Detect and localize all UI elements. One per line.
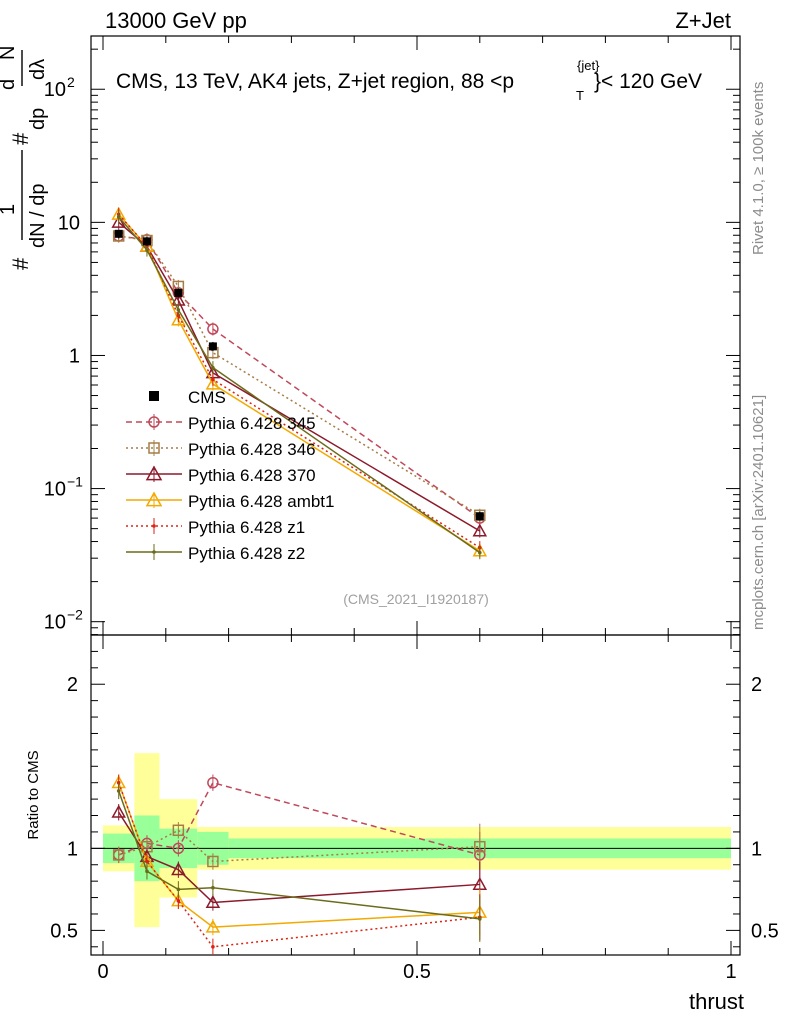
series-point bbox=[111, 214, 126, 228]
y-tick-label-exp: −1 bbox=[67, 474, 83, 490]
data-point bbox=[208, 342, 217, 351]
svg-text:dλ: dλ bbox=[27, 59, 49, 80]
legend-marker bbox=[152, 524, 156, 528]
y-tick-label-ratio-right: 1 bbox=[751, 838, 762, 860]
legend-marker bbox=[152, 550, 156, 554]
ratio-point bbox=[112, 849, 125, 861]
y-tick-label-ratio: 2 bbox=[67, 674, 78, 696]
series-point bbox=[116, 215, 121, 219]
legend-label: Pythia 6.428 z2 bbox=[188, 544, 305, 563]
x-axis-label: thrust bbox=[689, 989, 744, 1014]
ratio-uncertainty-bands bbox=[91, 753, 740, 928]
legend-marker bbox=[145, 491, 163, 507]
data-point bbox=[114, 229, 123, 238]
series-point bbox=[211, 365, 215, 370]
main-y-axis-label: # dN / dp 1 # dp d dλ N bbox=[0, 46, 49, 270]
ratio-point bbox=[478, 917, 482, 921]
y-tick-label-main: 10 bbox=[44, 612, 66, 634]
ratio-point bbox=[472, 876, 488, 890]
ratio-point bbox=[211, 885, 215, 890]
legend: CMS Pythia 6.428 345 Pythia 6.428 346 Pythi… bbox=[126, 388, 334, 563]
ratio-point bbox=[172, 824, 185, 837]
legend-label: Pythia 6.428 346 bbox=[188, 440, 316, 459]
ratio-point bbox=[172, 842, 185, 855]
legend-label: Pythia 6.428 370 bbox=[188, 466, 316, 485]
ratio-point bbox=[211, 944, 215, 949]
ratio-point bbox=[176, 887, 181, 892]
y-tick-label-main: 1 bbox=[69, 345, 80, 367]
header-right-title: Z+Jet bbox=[675, 8, 731, 33]
legend-label: Pythia 6.428 345 bbox=[188, 414, 316, 433]
analysis-id: (CMS_2021_I1920187) bbox=[343, 591, 489, 607]
ratio-y-axis-label: Ratio to CMS bbox=[25, 750, 42, 839]
y-tick-label-ratio: 0.5 bbox=[50, 920, 78, 942]
series-point bbox=[211, 377, 215, 382]
series-point bbox=[176, 308, 181, 312]
svg-text:dN / dp: dN / dp bbox=[27, 184, 49, 248]
ratio-point bbox=[205, 894, 221, 909]
ratio-panel-frame bbox=[90, 634, 741, 956]
series-point bbox=[205, 376, 221, 390]
legend-marker bbox=[148, 416, 160, 428]
legend-marker bbox=[148, 442, 160, 454]
ratio-point bbox=[111, 804, 126, 818]
ratio-point bbox=[207, 776, 219, 789]
y-tick-label-exp: 2 bbox=[67, 74, 75, 90]
series-point bbox=[472, 523, 488, 537]
legend-label: CMS bbox=[188, 388, 226, 407]
x-tick-label: 0.5 bbox=[403, 961, 431, 983]
y-tick-label-ratio: 1 bbox=[67, 838, 78, 860]
data-point bbox=[142, 237, 151, 246]
series-point bbox=[145, 248, 149, 252]
svg-text:dp: dp bbox=[27, 108, 49, 130]
ratio-point bbox=[205, 919, 221, 933]
series-point bbox=[171, 312, 186, 326]
legend-label: Pythia 6.428 ambt1 bbox=[188, 492, 334, 511]
y-tick-label-ratio-right: 0.5 bbox=[751, 920, 779, 942]
ratio-point bbox=[171, 862, 186, 876]
series-point bbox=[207, 323, 219, 335]
y-tick-label-main: 10 bbox=[44, 479, 66, 501]
y-tick-label-main: 10 bbox=[44, 79, 66, 101]
ratio-series-group bbox=[111, 774, 488, 955]
data-point bbox=[475, 512, 484, 521]
ratio-point bbox=[116, 789, 121, 793]
svg-text:#: # bbox=[8, 257, 33, 270]
ratio-point bbox=[145, 859, 149, 864]
legend-marker bbox=[149, 391, 159, 401]
data-point bbox=[174, 288, 183, 297]
x-tick-label: 0 bbox=[97, 961, 108, 983]
svg-text:#: # bbox=[8, 132, 33, 145]
chart-title-sup: {jet} bbox=[577, 58, 600, 73]
ratio-series-line bbox=[117, 782, 480, 948]
ratio-series-line bbox=[118, 829, 480, 863]
svg-text:d: d bbox=[0, 79, 19, 90]
header-left-title: 13000 GeV pp bbox=[105, 8, 247, 33]
chart-title-sub: T bbox=[576, 88, 584, 103]
y-tick-label-ratio-right: 2 bbox=[751, 674, 762, 696]
ratio-point bbox=[474, 840, 486, 853]
svg-text:1: 1 bbox=[0, 204, 19, 215]
rivet-label: Rivet 4.1.0, ≥ 100k events bbox=[750, 82, 767, 255]
ratio-point bbox=[145, 869, 149, 874]
x-tick-label: 1 bbox=[725, 961, 736, 983]
svg-text:N: N bbox=[0, 46, 19, 60]
ratio-point bbox=[176, 899, 181, 903]
chart-title-suffix: }< 120 GeV bbox=[594, 70, 702, 93]
ratio-point bbox=[207, 855, 219, 868]
y-tick-label-exp: −2 bbox=[67, 607, 83, 623]
mcplots-label: mcplots.cern.ch [arXiv:2401.10621] bbox=[750, 395, 767, 630]
series-point bbox=[478, 550, 482, 555]
chart-title: CMS, 13 TeV, AK4 jets, Z+jet region, 88 … bbox=[116, 70, 514, 93]
legend-label: Pythia 6.428 z1 bbox=[188, 518, 305, 537]
y-tick-label-main: 10 bbox=[58, 212, 80, 234]
series-line bbox=[118, 213, 481, 549]
main-series-group bbox=[111, 206, 488, 560]
legend-marker bbox=[145, 465, 163, 481]
